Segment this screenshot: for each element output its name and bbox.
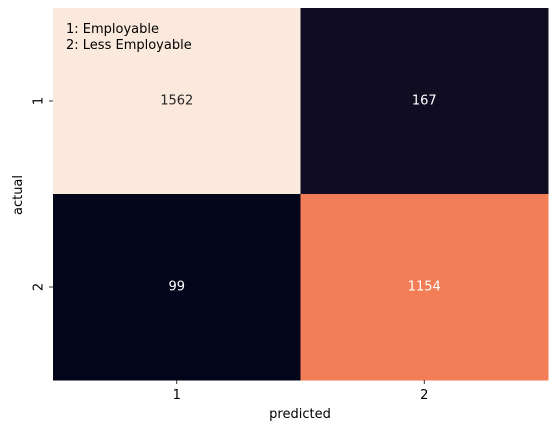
annotation-employable: 1: Employable xyxy=(66,22,159,37)
heatmap-cell-1-1 xyxy=(53,8,301,195)
x-tick-label: 1 xyxy=(173,388,181,403)
heatmap-cell-2-2 xyxy=(300,194,549,381)
y-tick-label: 1 xyxy=(32,97,47,105)
heatmap-cell-2-1 xyxy=(53,194,301,381)
y-tick-label: 2 xyxy=(32,283,47,291)
cell-value-1-2: 167 xyxy=(412,94,437,109)
y-axis-label: actual xyxy=(11,175,26,215)
x-tick-label: 2 xyxy=(420,388,428,403)
cell-value-2-1: 99 xyxy=(168,280,185,295)
cell-value-1-1: 1562 xyxy=(160,94,193,109)
cell-value-2-2: 1154 xyxy=(408,280,441,295)
heatmap-cell-1-2 xyxy=(300,8,549,195)
annotation-less-employable: 2: Less Employable xyxy=(66,38,192,53)
x-axis-label: predicted xyxy=(269,407,331,422)
axis-ticks: 1 2 1 2 xyxy=(32,97,429,403)
heatmap-cells: 1562 167 99 1154 xyxy=(53,8,549,381)
